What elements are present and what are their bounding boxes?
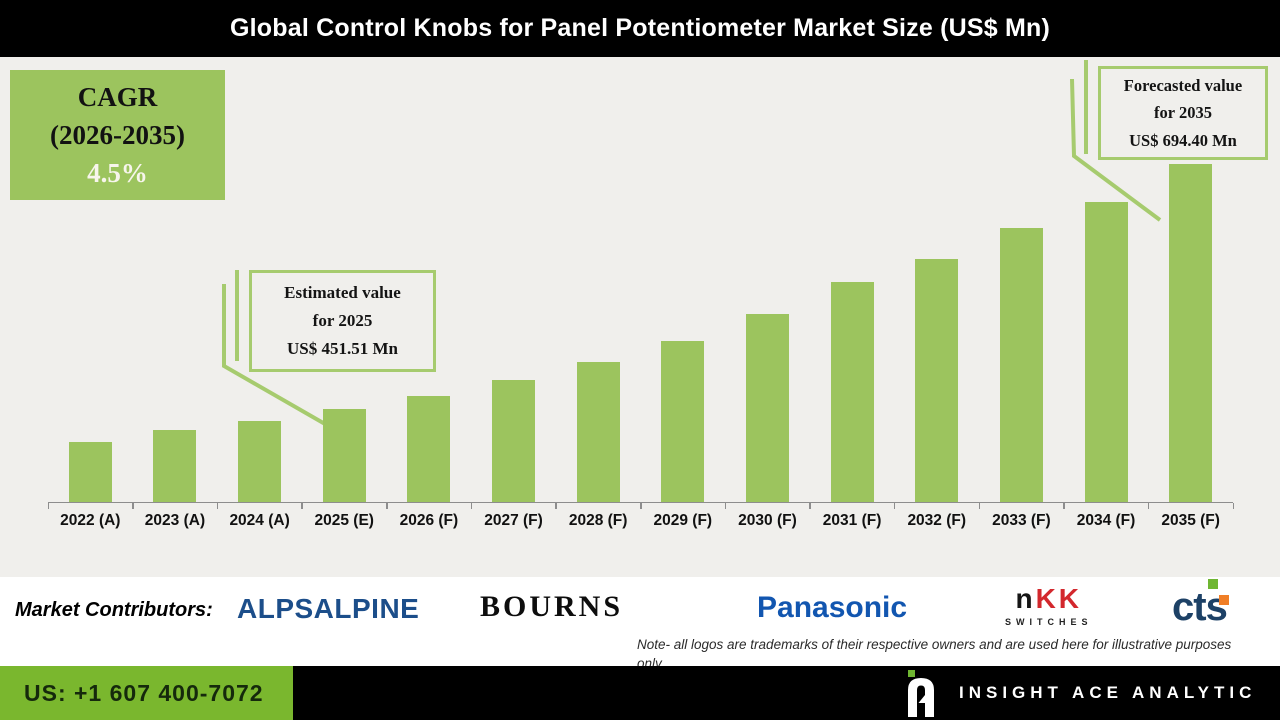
nkk-logo-kk: KK bbox=[1035, 583, 1083, 614]
x-tick-label: 2033 (F) bbox=[992, 512, 1051, 529]
cagr-period: (2026-2035) bbox=[50, 119, 185, 150]
x-tick-label: 2028 (F) bbox=[568, 512, 628, 529]
bar-2032 bbox=[915, 259, 959, 502]
nkk-logo-n: n bbox=[1015, 583, 1036, 614]
x-tick-label: 2024 (A) bbox=[229, 512, 290, 529]
panasonic-logo: Panasonic bbox=[757, 591, 908, 624]
x-tick-label: 2022 (A) bbox=[60, 512, 121, 529]
bar-plot bbox=[47, 57, 1234, 509]
axis-tick bbox=[132, 503, 134, 509]
x-tick-label: 2031 (F) bbox=[822, 512, 882, 529]
axis-tick bbox=[809, 503, 811, 509]
forecast-value-callout: Forecasted value for 2035 US$ 694.40 Mn bbox=[1098, 66, 1268, 160]
trademark-note-line1: Note- all logos are trademarks of their … bbox=[637, 637, 1232, 652]
bar-2026 bbox=[407, 396, 451, 502]
cts-green-square-icon bbox=[1208, 579, 1218, 589]
brand-name: INSIGHT ACE ANALYTIC bbox=[959, 683, 1257, 702]
axis-tick bbox=[1063, 503, 1065, 509]
x-tick-label: 2027 (F) bbox=[484, 512, 543, 529]
x-tick-label: 2030 (F) bbox=[738, 512, 797, 529]
axis-tick bbox=[301, 503, 303, 509]
nkk-switches-logo: nKK SWITCHES bbox=[1005, 583, 1093, 628]
bar-2022 bbox=[68, 442, 112, 502]
forecast-callout-line2: for 2035 bbox=[1154, 103, 1212, 123]
bourns-logo: BOURNS bbox=[480, 590, 624, 623]
axis-tick bbox=[555, 503, 557, 509]
forecast-callout-line1: Forecasted value bbox=[1123, 76, 1243, 96]
cagr-value: 4.5% bbox=[87, 158, 148, 189]
title-banner: Global Control Knobs for Panel Potentiom… bbox=[0, 0, 1280, 57]
bar-2024 bbox=[238, 421, 282, 502]
bar-2030 bbox=[745, 314, 789, 502]
estimated-callout-line1: Estimated value bbox=[284, 282, 401, 302]
contributors-section: Market Contributors: ALPSALPINE BOURNS P… bbox=[0, 577, 1280, 671]
x-tick-label: 2034 (F) bbox=[1076, 512, 1136, 529]
axis-tick bbox=[978, 503, 981, 509]
market-contributors-label: Market Contributors: bbox=[15, 599, 213, 621]
phone-box: US: +1 607 400-7072 bbox=[0, 666, 293, 720]
x-tick-label: 2032 (F) bbox=[907, 512, 967, 529]
estimated-callout-value: US$ 451.51 Mn bbox=[287, 339, 398, 359]
x-tick-label: 2029 (F) bbox=[653, 512, 713, 529]
axis-tick bbox=[470, 503, 473, 509]
alps-alpine-logo: ALPSALPINE bbox=[237, 593, 420, 624]
cagr-label: CAGR bbox=[77, 81, 158, 112]
nkk-logo-switches: SWITCHES bbox=[1005, 617, 1093, 627]
cagr-badge: CAGR (2026-2035) 4.5% bbox=[10, 70, 225, 200]
cts-logo-text: cts bbox=[1172, 585, 1228, 629]
bar-2025 bbox=[322, 409, 366, 502]
insight-ace-logo-icon bbox=[905, 669, 937, 717]
bar-2033 bbox=[999, 228, 1043, 502]
bar-2034 bbox=[1084, 202, 1128, 502]
footer-bar: US: +1 607 400-7072 INSIGHT ACE ANALYTIC bbox=[0, 666, 1280, 720]
page-title: Global Control Knobs for Panel Potentiom… bbox=[229, 14, 1051, 42]
brand-block: INSIGHT ACE ANALYTIC bbox=[905, 666, 1256, 720]
x-tick-label: 2026 (F) bbox=[399, 512, 459, 529]
axis-tick bbox=[1232, 503, 1234, 509]
phone-number: US: +1 607 400-7072 bbox=[24, 679, 264, 706]
x-axis-labels: 2022 (A) 2023 (A) 2024 (A) 2025 (E) 2026 (F)… bbox=[48, 512, 1233, 542]
bar-2029 bbox=[661, 341, 705, 502]
x-tick-label: 2035 (F) bbox=[1161, 512, 1220, 529]
axis-tick bbox=[640, 503, 642, 509]
bar-2035 bbox=[1169, 164, 1213, 502]
axis-tick bbox=[386, 503, 388, 509]
axis-tick bbox=[47, 503, 49, 509]
logo-green-dot-icon bbox=[908, 670, 915, 677]
cts-orange-square-icon bbox=[1219, 595, 1229, 605]
forecast-callout-value: US$ 694.40 Mn bbox=[1129, 130, 1237, 150]
axis-tick bbox=[216, 503, 219, 509]
x-tick-label: 2025 (E) bbox=[314, 512, 374, 529]
axis-tick bbox=[1147, 503, 1150, 509]
axis-tick bbox=[893, 503, 896, 509]
estimated-callout-line2: for 2025 bbox=[312, 310, 373, 330]
estimated-value-callout: Estimated value for 2025 US$ 451.51 Mn bbox=[249, 270, 436, 372]
chart-section: CAGR (2026-2035) 4.5% Estimated value fo… bbox=[0, 57, 1280, 577]
bar-2028 bbox=[576, 362, 620, 502]
bar-2031 bbox=[830, 282, 874, 502]
bar-2023 bbox=[153, 430, 197, 502]
x-tick-label: 2023 (A) bbox=[144, 512, 206, 529]
axis-tick bbox=[724, 503, 727, 509]
bar-2027 bbox=[492, 380, 536, 502]
cts-logo: cts bbox=[1172, 579, 1256, 635]
